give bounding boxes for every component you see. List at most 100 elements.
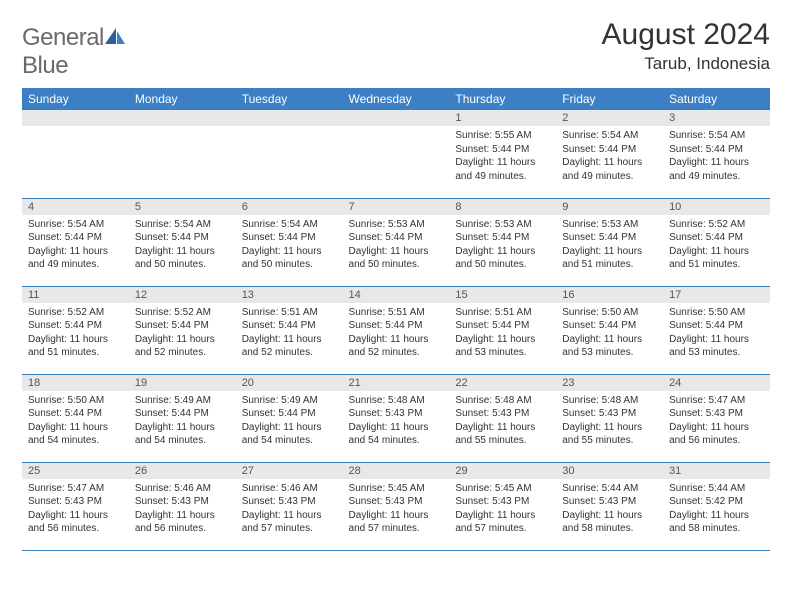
day-content: Sunrise: 5:46 AMSunset: 5:43 PMDaylight:…: [129, 479, 236, 540]
logo-blue-row: Blue: [22, 52, 68, 80]
day-number: 16: [556, 287, 663, 303]
calendar-day-cell: 9Sunrise: 5:53 AMSunset: 5:44 PMDaylight…: [556, 198, 663, 286]
day-content: Sunrise: 5:48 AMSunset: 5:43 PMDaylight:…: [343, 391, 450, 452]
calendar-day-cell: [129, 110, 236, 198]
day-of-week-header: Friday: [556, 88, 663, 110]
day-of-week-header: Monday: [129, 88, 236, 110]
day-number: 13: [236, 287, 343, 303]
day-number-empty: [22, 110, 129, 126]
day-number: 7: [343, 199, 450, 215]
calendar-week-row: 18Sunrise: 5:50 AMSunset: 5:44 PMDayligh…: [22, 374, 770, 462]
logo-sail-icon: [104, 27, 126, 50]
calendar-day-cell: 30Sunrise: 5:44 AMSunset: 5:43 PMDayligh…: [556, 462, 663, 550]
location: Tarub, Indonesia: [602, 54, 770, 74]
day-of-week-header: Tuesday: [236, 88, 343, 110]
calendar-page: General August 2024 Tarub, Indonesia Blu…: [0, 0, 792, 569]
calendar-day-cell: 21Sunrise: 5:48 AMSunset: 5:43 PMDayligh…: [343, 374, 450, 462]
day-of-week-header: Saturday: [663, 88, 770, 110]
day-number: 8: [449, 199, 556, 215]
calendar-day-cell: 6Sunrise: 5:54 AMSunset: 5:44 PMDaylight…: [236, 198, 343, 286]
day-content: Sunrise: 5:52 AMSunset: 5:44 PMDaylight:…: [129, 303, 236, 364]
day-content: Sunrise: 5:51 AMSunset: 5:44 PMDaylight:…: [449, 303, 556, 364]
calendar-day-cell: 13Sunrise: 5:51 AMSunset: 5:44 PMDayligh…: [236, 286, 343, 374]
calendar-day-cell: 3Sunrise: 5:54 AMSunset: 5:44 PMDaylight…: [663, 110, 770, 198]
day-number: 10: [663, 199, 770, 215]
calendar-day-cell: 1Sunrise: 5:55 AMSunset: 5:44 PMDaylight…: [449, 110, 556, 198]
day-content: Sunrise: 5:54 AMSunset: 5:44 PMDaylight:…: [22, 215, 129, 276]
day-number: 2: [556, 110, 663, 126]
day-number: 15: [449, 287, 556, 303]
day-content: Sunrise: 5:52 AMSunset: 5:44 PMDaylight:…: [22, 303, 129, 364]
day-content: Sunrise: 5:50 AMSunset: 5:44 PMDaylight:…: [22, 391, 129, 452]
calendar-day-cell: 10Sunrise: 5:52 AMSunset: 5:44 PMDayligh…: [663, 198, 770, 286]
day-content: Sunrise: 5:53 AMSunset: 5:44 PMDaylight:…: [556, 215, 663, 276]
day-number: 29: [449, 463, 556, 479]
day-number-empty: [343, 110, 450, 126]
day-content: Sunrise: 5:50 AMSunset: 5:44 PMDaylight:…: [663, 303, 770, 364]
calendar-day-cell: 19Sunrise: 5:49 AMSunset: 5:44 PMDayligh…: [129, 374, 236, 462]
day-number: 26: [129, 463, 236, 479]
calendar-week-row: 4Sunrise: 5:54 AMSunset: 5:44 PMDaylight…: [22, 198, 770, 286]
calendar-day-cell: 29Sunrise: 5:45 AMSunset: 5:43 PMDayligh…: [449, 462, 556, 550]
day-number: 17: [663, 287, 770, 303]
calendar-header-row: SundayMondayTuesdayWednesdayThursdayFrid…: [22, 88, 770, 110]
day-content: Sunrise: 5:47 AMSunset: 5:43 PMDaylight:…: [663, 391, 770, 452]
day-number: 19: [129, 375, 236, 391]
day-content: Sunrise: 5:54 AMSunset: 5:44 PMDaylight:…: [556, 126, 663, 187]
day-content: Sunrise: 5:50 AMSunset: 5:44 PMDaylight:…: [556, 303, 663, 364]
day-number: 28: [343, 463, 450, 479]
calendar-day-cell: 24Sunrise: 5:47 AMSunset: 5:43 PMDayligh…: [663, 374, 770, 462]
day-content: Sunrise: 5:54 AMSunset: 5:44 PMDaylight:…: [236, 215, 343, 276]
day-content: Sunrise: 5:54 AMSunset: 5:44 PMDaylight:…: [663, 126, 770, 187]
day-number: 11: [22, 287, 129, 303]
day-content: Sunrise: 5:44 AMSunset: 5:43 PMDaylight:…: [556, 479, 663, 540]
day-content: Sunrise: 5:52 AMSunset: 5:44 PMDaylight:…: [663, 215, 770, 276]
calendar-day-cell: 20Sunrise: 5:49 AMSunset: 5:44 PMDayligh…: [236, 374, 343, 462]
day-number: 6: [236, 199, 343, 215]
calendar-day-cell: 5Sunrise: 5:54 AMSunset: 5:44 PMDaylight…: [129, 198, 236, 286]
day-content-empty: [129, 126, 236, 186]
day-content: Sunrise: 5:51 AMSunset: 5:44 PMDaylight:…: [343, 303, 450, 364]
title-block: August 2024 Tarub, Indonesia: [602, 18, 770, 74]
day-number: 24: [663, 375, 770, 391]
page-header: General August 2024 Tarub, Indonesia: [22, 18, 770, 74]
calendar-day-cell: 18Sunrise: 5:50 AMSunset: 5:44 PMDayligh…: [22, 374, 129, 462]
day-number: 3: [663, 110, 770, 126]
calendar-day-cell: 22Sunrise: 5:48 AMSunset: 5:43 PMDayligh…: [449, 374, 556, 462]
calendar-week-row: 25Sunrise: 5:47 AMSunset: 5:43 PMDayligh…: [22, 462, 770, 550]
day-number: 20: [236, 375, 343, 391]
day-of-week-header: Sunday: [22, 88, 129, 110]
calendar-week-row: 1Sunrise: 5:55 AMSunset: 5:44 PMDaylight…: [22, 110, 770, 198]
day-number: 5: [129, 199, 236, 215]
calendar-day-cell: 11Sunrise: 5:52 AMSunset: 5:44 PMDayligh…: [22, 286, 129, 374]
day-number: 30: [556, 463, 663, 479]
day-number: 12: [129, 287, 236, 303]
day-of-week-header: Wednesday: [343, 88, 450, 110]
day-content: Sunrise: 5:48 AMSunset: 5:43 PMDaylight:…: [556, 391, 663, 452]
day-content: Sunrise: 5:53 AMSunset: 5:44 PMDaylight:…: [343, 215, 450, 276]
calendar-table: SundayMondayTuesdayWednesdayThursdayFrid…: [22, 88, 770, 551]
month-title: August 2024: [602, 18, 770, 52]
calendar-day-cell: 15Sunrise: 5:51 AMSunset: 5:44 PMDayligh…: [449, 286, 556, 374]
calendar-day-cell: [343, 110, 450, 198]
calendar-day-cell: 25Sunrise: 5:47 AMSunset: 5:43 PMDayligh…: [22, 462, 129, 550]
day-content: Sunrise: 5:45 AMSunset: 5:43 PMDaylight:…: [449, 479, 556, 540]
day-content-empty: [236, 126, 343, 186]
day-number: 1: [449, 110, 556, 126]
day-content: Sunrise: 5:54 AMSunset: 5:44 PMDaylight:…: [129, 215, 236, 276]
calendar-day-cell: 7Sunrise: 5:53 AMSunset: 5:44 PMDaylight…: [343, 198, 450, 286]
logo-text-blue: Blue: [22, 52, 68, 79]
day-number: 25: [22, 463, 129, 479]
day-content: Sunrise: 5:46 AMSunset: 5:43 PMDaylight:…: [236, 479, 343, 540]
calendar-day-cell: 27Sunrise: 5:46 AMSunset: 5:43 PMDayligh…: [236, 462, 343, 550]
calendar-day-cell: 26Sunrise: 5:46 AMSunset: 5:43 PMDayligh…: [129, 462, 236, 550]
day-content-empty: [22, 126, 129, 186]
day-content: Sunrise: 5:53 AMSunset: 5:44 PMDaylight:…: [449, 215, 556, 276]
day-number: 21: [343, 375, 450, 391]
calendar-body: 1Sunrise: 5:55 AMSunset: 5:44 PMDaylight…: [22, 110, 770, 550]
calendar-day-cell: 28Sunrise: 5:45 AMSunset: 5:43 PMDayligh…: [343, 462, 450, 550]
calendar-day-cell: 12Sunrise: 5:52 AMSunset: 5:44 PMDayligh…: [129, 286, 236, 374]
day-content: Sunrise: 5:47 AMSunset: 5:43 PMDaylight:…: [22, 479, 129, 540]
day-number: 14: [343, 287, 450, 303]
day-content: Sunrise: 5:49 AMSunset: 5:44 PMDaylight:…: [236, 391, 343, 452]
